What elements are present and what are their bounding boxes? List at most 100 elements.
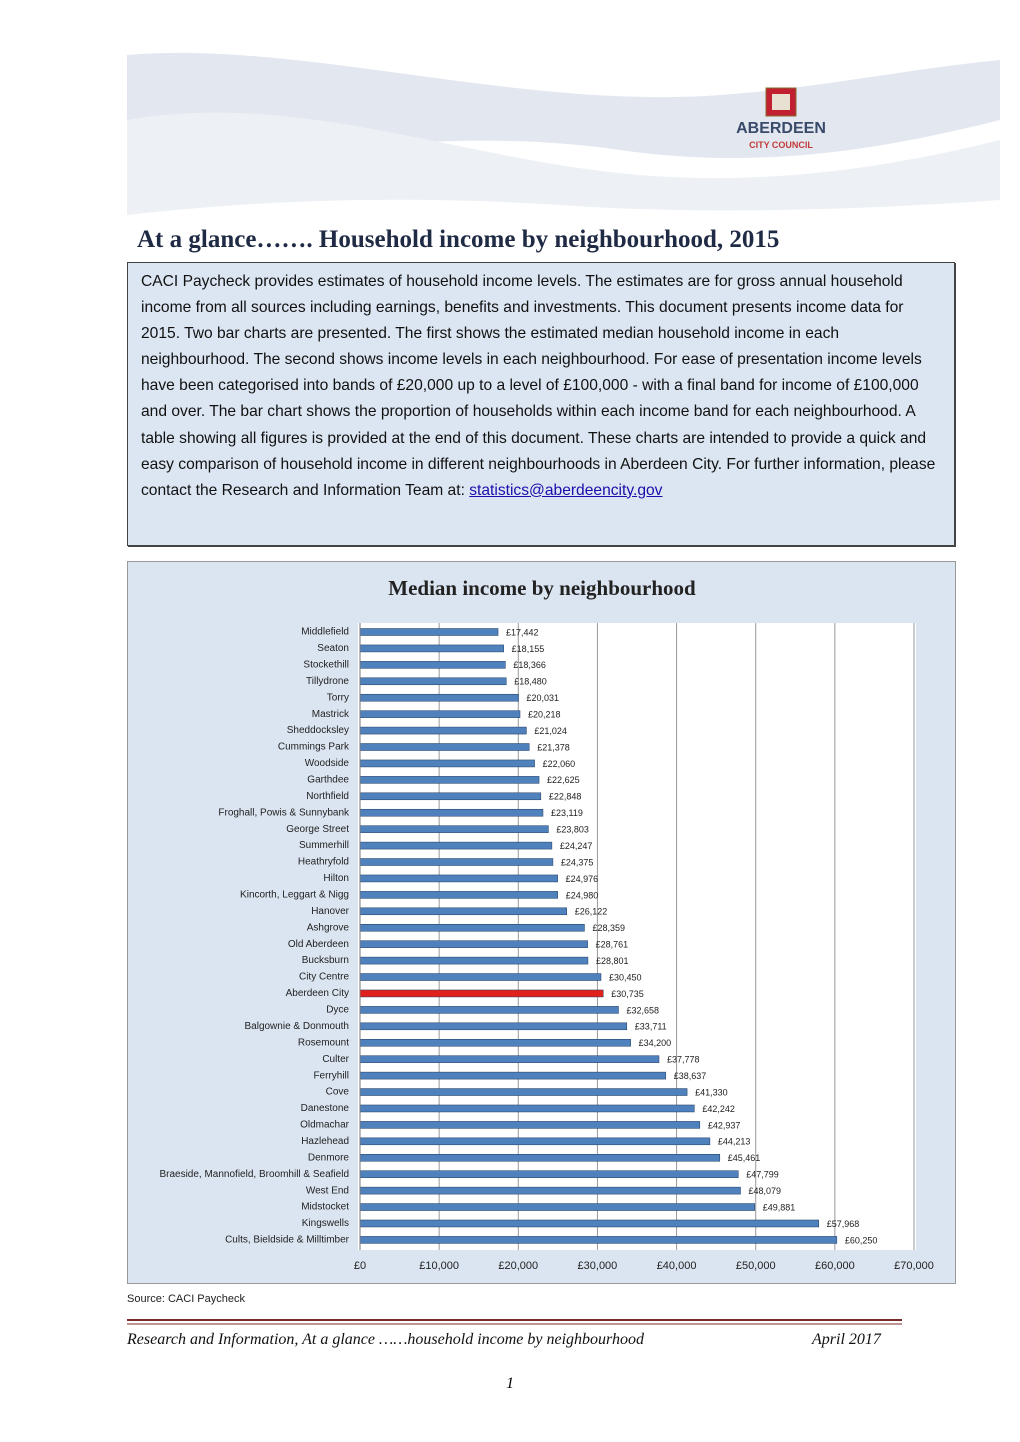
value-label: £32,658 [626, 1005, 659, 1015]
bar [359, 628, 499, 636]
category-label: Middlefield [301, 627, 349, 638]
value-label: £22,625 [547, 775, 580, 785]
value-label: £18,155 [512, 644, 545, 654]
category-label: Sheddocksley [287, 725, 349, 736]
value-label: £48,079 [749, 1186, 782, 1196]
email-link[interactable]: statistics@aberdeencity.gov [469, 481, 663, 499]
x-tick-label: £50,000 [736, 1260, 776, 1272]
value-label: £26,122 [575, 907, 608, 917]
bar [359, 891, 558, 899]
chart-box: Median income by neighbourhood £0 £10,000… [127, 561, 956, 1284]
value-label: £28,801 [596, 956, 629, 966]
category-label: Kingswells [302, 1218, 349, 1229]
value-label: £34,200 [639, 1038, 672, 1048]
bar [359, 644, 504, 653]
value-label: £24,375 [561, 857, 594, 867]
category-label: Culter [322, 1054, 349, 1065]
x-tick-label: £30,000 [578, 1260, 618, 1272]
category-label: Aberdeen City [286, 988, 349, 999]
bar [359, 841, 553, 850]
category-label: City Centre [299, 972, 349, 983]
bar [359, 1104, 695, 1113]
bar [359, 1186, 741, 1195]
category-label: Bucksburn [302, 955, 349, 966]
value-label: £21,024 [534, 726, 567, 736]
value-label: £22,848 [549, 792, 582, 802]
logo-name: ABERDEEN [736, 120, 826, 137]
bar [359, 874, 558, 883]
value-label: £20,218 [528, 710, 561, 720]
category-label: Midstocket [301, 1202, 349, 1213]
value-label: £22,060 [543, 759, 576, 769]
bar [359, 956, 589, 965]
bar [359, 973, 602, 981]
value-label: £18,480 [514, 677, 547, 687]
category-label: Ferryhill [313, 1070, 349, 1081]
page-number: 1 [506, 1375, 514, 1392]
x-tick-label: £0 [354, 1260, 366, 1272]
value-label: £42,242 [702, 1104, 735, 1114]
category-label: Hilton [323, 873, 349, 884]
value-label: £44,213 [718, 1137, 751, 1147]
category-label: Northfield [306, 791, 349, 802]
source: Source: CACI Paycheck [127, 1293, 245, 1305]
category-label: Cummings Park [278, 742, 350, 753]
category-label: Froghall, Powis & Sunnybank [218, 807, 350, 818]
category-label: Hanover [311, 906, 349, 917]
value-label: £57,968 [827, 1219, 860, 1229]
bar [359, 907, 567, 916]
category-label: Summerhill [299, 840, 349, 851]
bar [359, 1203, 756, 1211]
category-label: George Street [286, 824, 349, 835]
value-label: £33,711 [635, 1022, 667, 1032]
value-label: £49,881 [763, 1202, 796, 1212]
category-label: Tillydrone [306, 676, 349, 687]
bar [359, 1088, 688, 1096]
category-label: Ashgrove [307, 922, 350, 933]
value-label: £30,735 [611, 989, 644, 999]
bar [359, 759, 535, 768]
value-label: £21,378 [537, 742, 570, 752]
category-label: Woodside [305, 758, 350, 769]
header-graphic: ABERDEEN CITY COUNCIL [127, 52, 1000, 215]
bar [359, 1039, 631, 1047]
footer-left: Research and Information, At a glance ……… [127, 1331, 644, 1348]
bar [359, 1055, 660, 1063]
footer-right: April 2017 [812, 1331, 881, 1348]
bar [359, 825, 549, 833]
x-tick-label: £60,000 [815, 1260, 855, 1272]
category-label: Denmore [308, 1152, 350, 1163]
value-label: £41,330 [695, 1087, 728, 1097]
value-label: £60,250 [845, 1235, 878, 1245]
bar [359, 1006, 619, 1014]
bar [359, 710, 521, 718]
bar [359, 776, 540, 784]
wave [127, 112, 1000, 215]
category-label: West End [306, 1185, 349, 1196]
category-label: Dyce [326, 1005, 349, 1016]
bar [359, 726, 527, 735]
bar [359, 1154, 721, 1162]
title: At a glance……. Household income by neigh… [137, 226, 780, 253]
bar [359, 858, 554, 866]
intro-box: CACI Paycheck provides estimates of hous… [127, 262, 955, 546]
x-tick-label: £10,000 [419, 1260, 459, 1272]
category-label: Heathryfold [298, 857, 349, 868]
value-label: £28,761 [596, 940, 629, 950]
value-label: £45,461 [728, 1153, 761, 1163]
category-label: Balgownie & Donmouth [244, 1021, 349, 1032]
category-label: Seaton [317, 643, 349, 654]
bar [359, 792, 542, 801]
value-label: £23,803 [556, 825, 589, 835]
category-label: Torry [327, 692, 349, 703]
value-label: £18,366 [513, 660, 546, 670]
chart-title: Median income by neighbourhood [388, 576, 696, 600]
x-tick-label: £20,000 [498, 1260, 538, 1272]
value-label: £37,778 [667, 1055, 700, 1065]
category-label: Braeside, Mannofield, Broomhill & Seafie… [159, 1169, 349, 1180]
value-label: £17,442 [506, 627, 539, 637]
bar [359, 1219, 820, 1228]
category-label: Old Aberdeen [288, 939, 349, 950]
category-label: Oldmachar [300, 1120, 350, 1131]
